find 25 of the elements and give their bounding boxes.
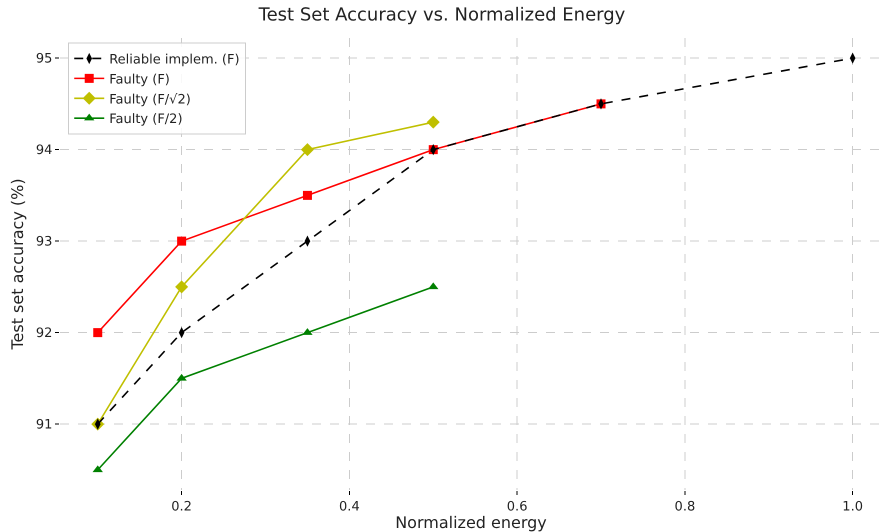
y-tick-label: 93 xyxy=(36,234,52,250)
y-tick-label: 94 xyxy=(36,143,52,158)
point xyxy=(93,328,102,338)
y-tick-label: 95 xyxy=(36,52,52,67)
x-tick-label: 0.2 xyxy=(171,500,192,515)
y-tick-label: 91 xyxy=(36,418,52,433)
x-tick-label: 0.4 xyxy=(339,500,360,515)
point xyxy=(300,143,314,156)
x-tick-label: 0.8 xyxy=(674,500,696,515)
legend-label: Faulty (F/√2) xyxy=(109,92,191,108)
x-tick-label: 0.6 xyxy=(506,500,528,515)
point xyxy=(177,236,186,246)
legend-label: Reliable implem. (F) xyxy=(109,52,240,68)
legend-label: Faulty (F) xyxy=(109,72,170,88)
x-axis-title: Normalized energy xyxy=(395,513,547,532)
y-tick-label: 92 xyxy=(36,326,52,342)
point xyxy=(302,190,312,200)
x-tick-label: 1.0 xyxy=(842,500,863,515)
chart-title: Test Set Accuracy vs. Normalized Energy xyxy=(258,4,626,26)
point xyxy=(175,280,188,294)
point xyxy=(426,116,440,129)
point xyxy=(92,465,103,472)
legend-label: Faulty (F/2) xyxy=(109,112,183,128)
point xyxy=(428,282,438,290)
y-axis-title: Test set accuracy (%) xyxy=(8,178,27,351)
